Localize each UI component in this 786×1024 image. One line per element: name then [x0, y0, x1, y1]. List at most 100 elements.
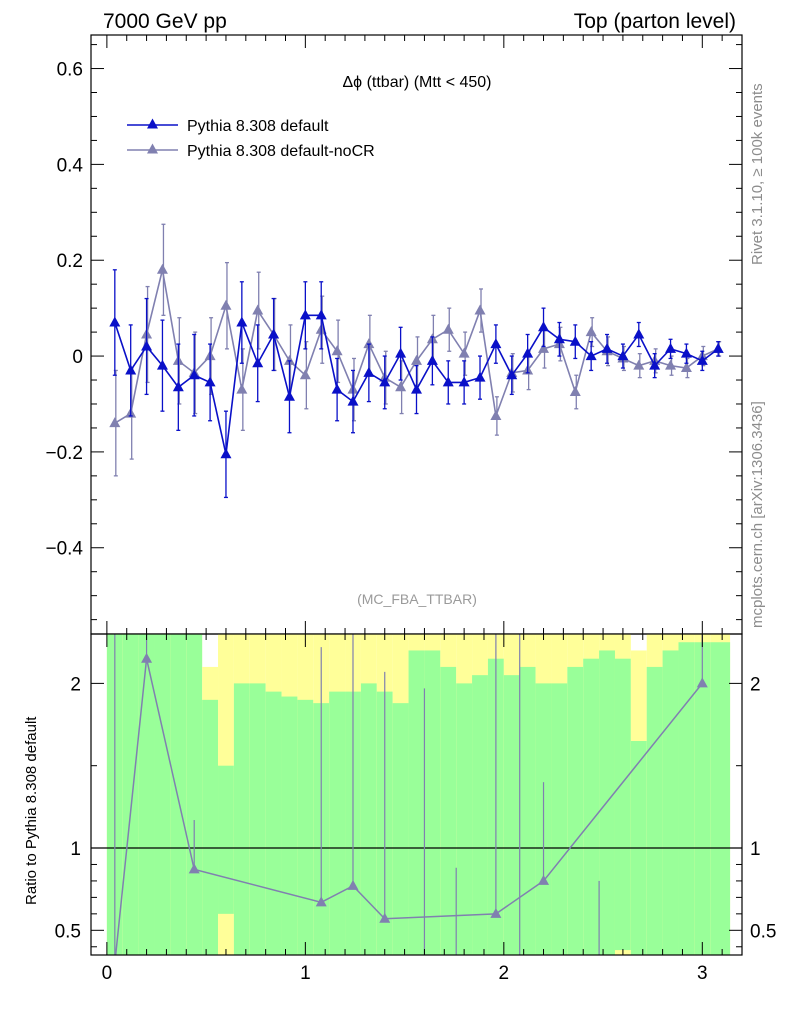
uncertainty-band-green	[297, 699, 314, 955]
x-tick-label: 1	[300, 963, 311, 984]
marker-nocr	[299, 369, 311, 380]
uncertainty-band-green	[218, 765, 234, 914]
marker-default	[109, 316, 121, 327]
marker-default	[569, 335, 581, 346]
marker-default	[268, 328, 280, 339]
uncertainty-band-green	[646, 666, 663, 955]
uncertainty-band-green	[456, 683, 473, 955]
marker-default	[188, 369, 200, 380]
marker-default	[474, 371, 486, 382]
y-tick-label: 0	[72, 347, 83, 368]
uncertainty-band-green	[281, 696, 298, 955]
marker-nocr	[474, 304, 486, 315]
ratio-marker	[188, 863, 200, 874]
marker-default	[236, 316, 248, 327]
legend-label-nocr: Pythia 8.308 default-noCR	[187, 143, 375, 160]
ratio-y-tick-label-right: 2	[750, 674, 761, 695]
uncertainty-band-green	[503, 675, 520, 955]
legend-marker-nocr	[147, 143, 158, 154]
uncertainty-band-green	[424, 650, 441, 955]
marker-default	[363, 366, 375, 377]
ratio-marker	[490, 907, 502, 918]
ratio-marker	[347, 879, 359, 890]
marker-default	[331, 383, 343, 394]
ratio-marker	[141, 652, 153, 663]
marker-nocr	[109, 417, 121, 428]
marker-default	[538, 321, 550, 332]
uncertainty-band-green	[583, 658, 600, 955]
marker-nocr	[538, 342, 550, 353]
ratio-marker	[315, 896, 327, 907]
marker-default	[680, 347, 692, 358]
uncertainty-band-green	[567, 666, 584, 955]
uncertainty-band-green	[630, 741, 647, 955]
uncertainty-band-green	[710, 642, 731, 955]
y-tick-label: 0.2	[57, 251, 83, 272]
ratio-y-tick-label-right: 1	[750, 839, 761, 860]
uncertainty-band-green	[138, 634, 155, 955]
marker-default	[506, 369, 518, 380]
uncertainty-band-green	[154, 634, 171, 955]
marker-default	[585, 350, 597, 361]
ratio-ylabel: Ratio to Pythia 8.308 default	[23, 716, 40, 905]
marker-nocr	[442, 323, 454, 334]
marker-default	[665, 342, 677, 353]
mcplots-label: mcplots.cern.ch [arXiv:1306.3436]	[749, 401, 766, 628]
legend: Pythia 8.308 default Pythia 8.308 defaul…	[127, 118, 375, 160]
uncertainty-band-green	[519, 666, 536, 955]
uncertainty-band-green	[408, 650, 425, 955]
marker-nocr	[283, 354, 295, 365]
marker-default	[617, 350, 629, 361]
marker-default	[125, 364, 137, 375]
ratio-marker	[696, 677, 708, 688]
rivet-label: Rivet 3.1.10, ≥ 100k events	[749, 83, 766, 265]
uncertainty-band-green	[614, 658, 631, 951]
uncertainty-band-green	[472, 675, 488, 955]
marker-nocr	[680, 362, 692, 373]
header-left: 7000 GeV pp	[103, 10, 227, 33]
marker-default	[522, 347, 534, 358]
marker-default	[649, 359, 661, 370]
y-tick-label: 0.6	[57, 60, 83, 81]
uncertainty-band-green	[265, 691, 282, 955]
main-panel: −0.4 −0.2 0 0.2 0.4 0.6 Δϕ (ttbar) (Mtt < 450…	[45, 34, 743, 635]
x-tick-label: 0	[102, 963, 113, 984]
ratio-marker	[538, 874, 550, 885]
uncertainty-band-green	[551, 683, 568, 955]
x-tick-label: 2	[499, 963, 510, 984]
marker-nocr	[220, 299, 232, 310]
marker-default	[252, 357, 264, 368]
uncertainty-band-green	[392, 703, 409, 955]
marker-default	[411, 383, 422, 394]
marker-default	[156, 359, 168, 370]
ratio-y-tick-label: 0.5	[55, 921, 81, 942]
ratio-marker	[379, 912, 391, 923]
uncertainty-band-green	[202, 699, 219, 955]
marker-nocr	[411, 354, 422, 365]
marker-nocr	[156, 263, 168, 274]
marker-nocr	[252, 304, 264, 315]
y-tick-label: −0.2	[45, 443, 83, 464]
marker-nocr	[633, 359, 645, 370]
marker-default	[696, 354, 708, 365]
uncertainty-band-green	[694, 642, 711, 955]
marker-default	[299, 309, 311, 320]
uncertainty-band-green	[678, 642, 695, 955]
header-right: Top (parton level)	[574, 10, 736, 33]
marker-nocr	[331, 345, 343, 356]
marker-default	[220, 448, 232, 459]
uncertainty-band-green	[662, 650, 679, 955]
marker-default	[601, 342, 613, 353]
marker-default	[712, 342, 724, 353]
marker-nocr	[665, 359, 677, 370]
uncertainty-band-green	[122, 634, 139, 955]
marker-nocr	[458, 347, 470, 358]
uncertainty-band-green	[249, 683, 266, 955]
marker-default	[395, 347, 407, 358]
marker-default	[315, 309, 327, 320]
marker-default	[426, 354, 438, 365]
uncertainty-band-green	[599, 650, 615, 955]
marker-default	[204, 376, 216, 387]
marker-default	[458, 376, 470, 387]
